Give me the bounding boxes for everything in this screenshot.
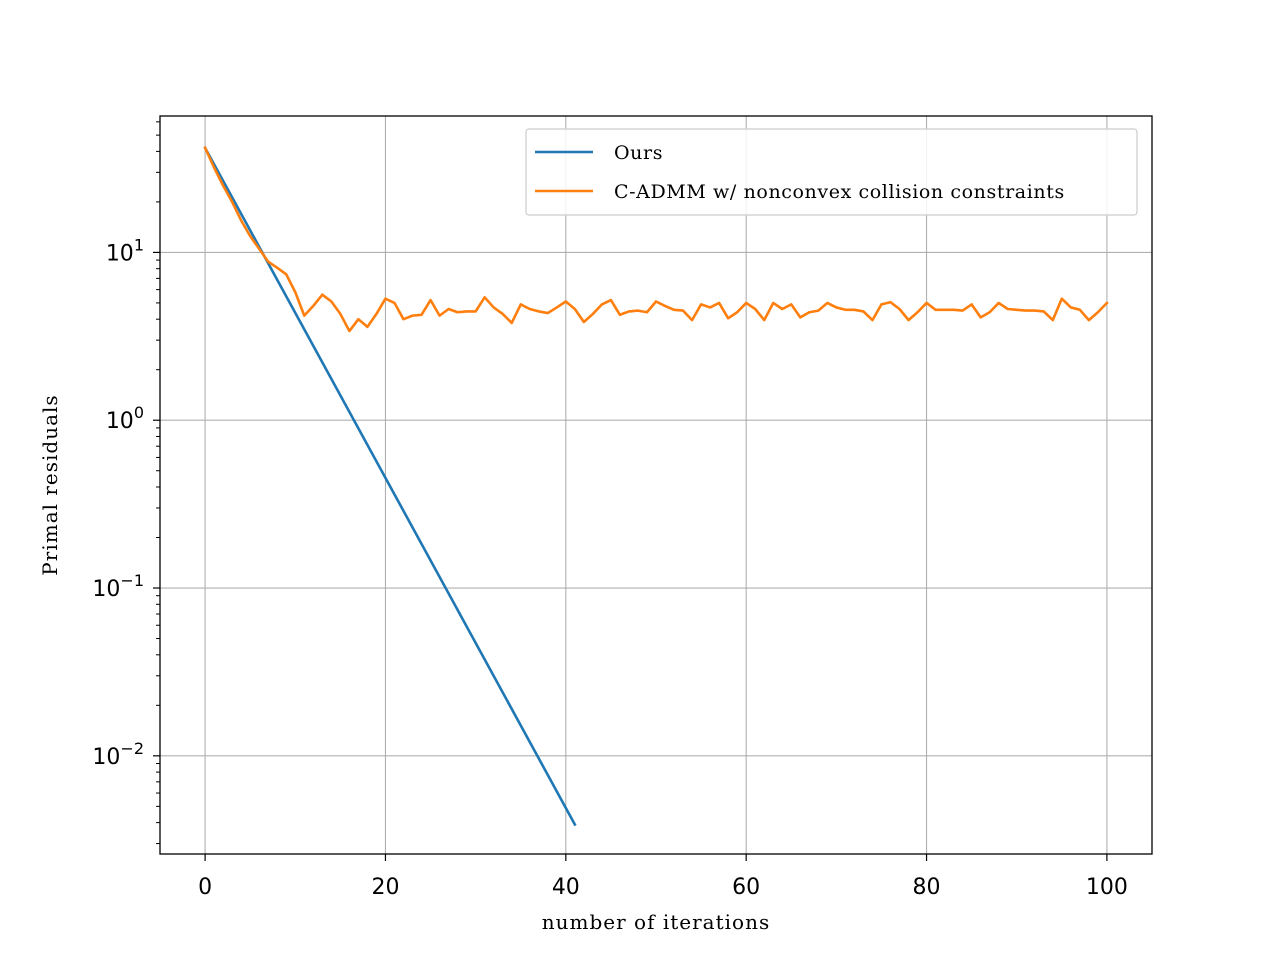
x-tick-label: 40	[552, 875, 580, 900]
series-layer	[203, 146, 1109, 827]
x-tick-label: 80	[913, 875, 941, 900]
x-axis-label: number of iterations	[542, 910, 770, 934]
plot-frame	[159, 115, 1153, 855]
y-tick-label: 10−1	[92, 571, 144, 602]
legend-label-1: C-ADMM w/ nonconvex collision constraint…	[614, 181, 1065, 203]
legend-label-0: Ours	[614, 142, 663, 164]
ticks	[153, 121, 1108, 861]
y-tick-label: 10−2	[92, 739, 144, 770]
x-tick-label: 20	[371, 875, 399, 900]
grid	[160, 116, 1152, 854]
x-tick-label: 0	[198, 875, 212, 900]
legend: Ours C-ADMM w/ nonconvex collision constr…	[525, 128, 1138, 216]
y-tick-label: 100	[106, 403, 144, 434]
tick-labels: 0 20 40 60 80 100 10−2 10−1 100 101	[92, 235, 1128, 900]
y-tick-label: 101	[106, 235, 144, 266]
series-line-1	[203, 146, 1109, 333]
legend-box	[525, 128, 1138, 216]
y-axis-label: Primal residuals	[38, 394, 62, 575]
x-tick-label: 60	[732, 875, 760, 900]
x-tick-label: 100	[1086, 875, 1128, 900]
